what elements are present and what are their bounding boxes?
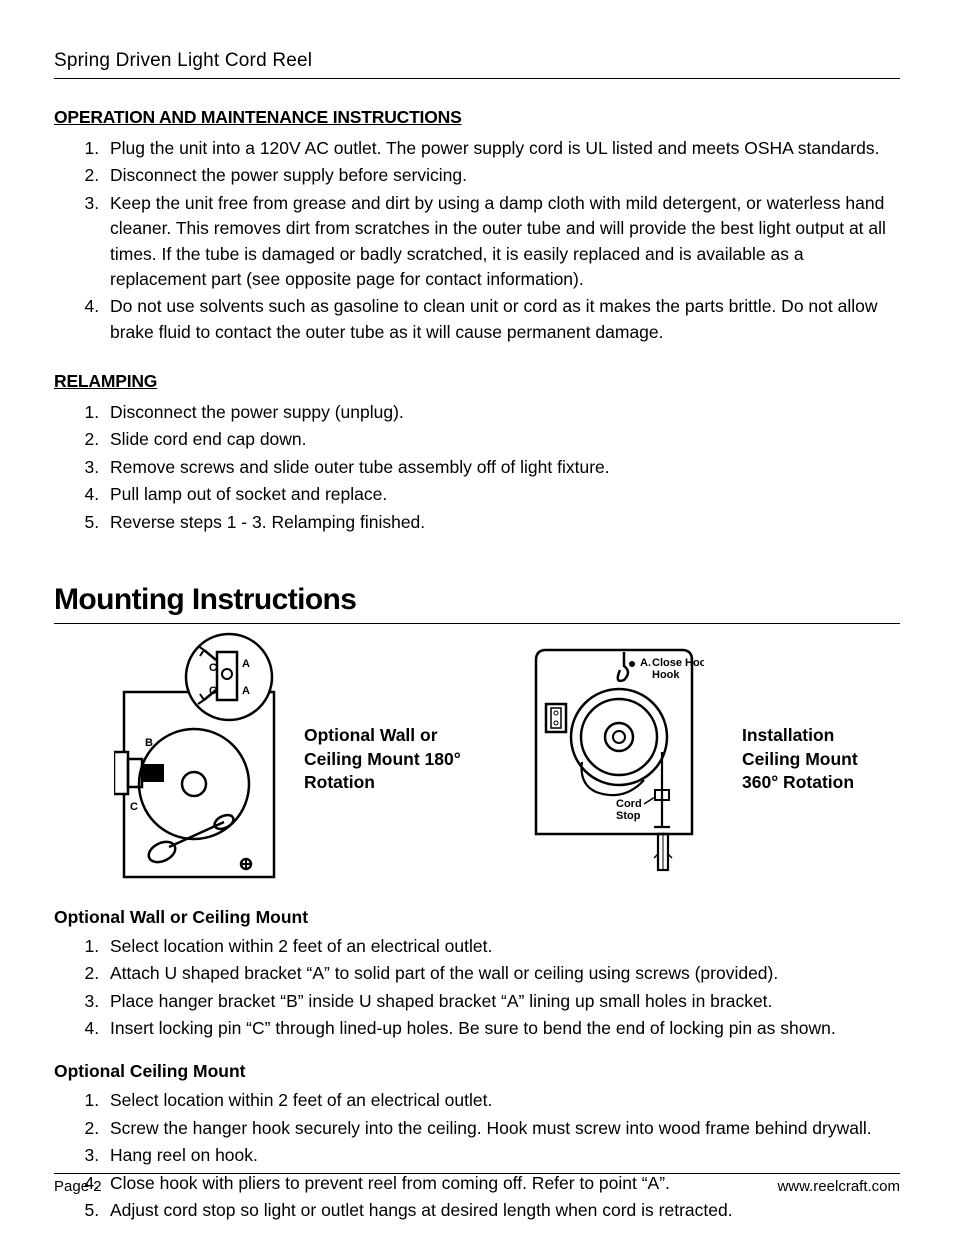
diagram-wall-mount: C A A C C B [114,632,284,887]
page-number: Page 2 [54,1178,102,1195]
svg-text:C: C [209,685,217,697]
svg-text:C: C [209,662,217,674]
optional-ceiling-list: Select location within 2 feet of an elec… [54,1088,900,1223]
relamping-list: Disconnect the power suppy (unplug). Sli… [54,400,900,535]
list-item: Select location within 2 feet of an elec… [104,934,900,959]
operation-list: Plug the unit into a 120V AC outlet. The… [54,136,900,345]
optional-wall-list: Select location within 2 feet of an elec… [54,934,900,1042]
list-item: Adjust cord stop so light or outlet hang… [104,1198,900,1223]
relamping-heading: RELAMPING [54,371,900,392]
list-item: Hang reel on hook. [104,1143,900,1168]
svg-text:Hook: Hook [652,669,680,681]
list-item: Place hanger bracket “B” inside U shaped… [104,989,900,1014]
list-item: Insert locking pin “C” through lined-up … [104,1016,900,1041]
svg-text:Stop: Stop [616,810,641,822]
list-item: Disconnect the power supply before servi… [104,163,900,188]
diagram-row: C A A C C B Option [54,632,900,887]
optional-wall-heading: Optional Wall or Ceiling Mount [54,907,900,928]
svg-text:A: A [242,658,250,670]
footer-url: www.reelcraft.com [777,1178,900,1195]
mounting-rule [54,623,900,624]
header-rule [54,78,900,79]
mounting-heading: Mounting Instructions [54,583,900,617]
svg-text:A.: A. [640,657,651,669]
wall-mount-svg: C A A C C B [114,632,284,882]
list-item: Screw the hanger hook securely into the … [104,1116,900,1141]
list-item: Slide cord end cap down. [104,427,900,452]
operation-heading: OPERATION AND MAINTENANCE INSTRUCTIONS [54,107,900,128]
svg-text:B: B [145,737,153,749]
diagram-ceiling-mount: A. Close Hook Hook Cord Stop [524,642,704,877]
svg-text:Close Hook: Close Hook [652,657,704,669]
list-item: Select location within 2 feet of an elec… [104,1088,900,1113]
footer-rule [54,1173,900,1174]
svg-text:C: C [130,801,138,813]
list-item: Remove screws and slide outer tube assem… [104,455,900,480]
list-item: Do not use solvents such as gasoline to … [104,294,900,345]
list-item: Keep the unit free from grease and dirt … [104,191,900,293]
list-item: Disconnect the power suppy (unplug). [104,400,900,425]
diagram1-caption: Optional Wall or Ceiling Mount 180° Rota… [304,724,474,795]
footer: Page 2 www.reelcraft.com [54,1173,900,1195]
diagram2-caption: Installation Ceiling Mount 360° Rotation [742,724,892,795]
optional-ceiling-heading: Optional Ceiling Mount [54,1061,900,1082]
header-title: Spring Driven Light Cord Reel [54,50,900,72]
list-item: Reverse steps 1 - 3. Relamping finished. [104,510,900,535]
page: Spring Driven Light Cord Reel OPERATION … [0,0,954,1235]
svg-text:A: A [242,685,250,697]
list-item: Attach U shaped bracket “A” to solid par… [104,961,900,986]
list-item: Pull lamp out of socket and replace. [104,482,900,507]
ceiling-mount-svg: A. Close Hook Hook Cord Stop [524,642,704,872]
list-item: Plug the unit into a 120V AC outlet. The… [104,136,900,161]
svg-text:Cord: Cord [616,798,642,810]
